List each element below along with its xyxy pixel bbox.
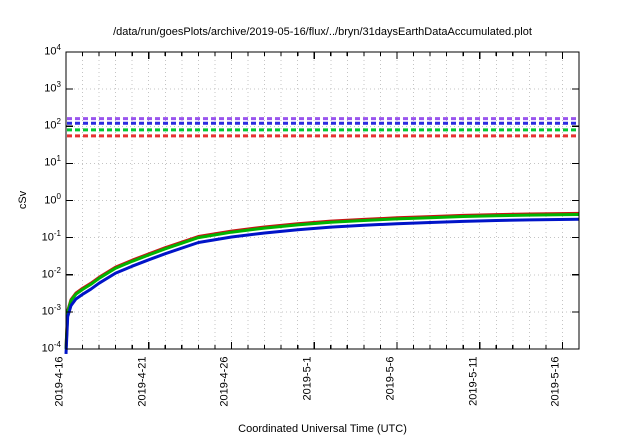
x-tick-label: 2019-4-21: [136, 356, 149, 407]
y-tick-label: 101: [44, 154, 61, 170]
x-tick-label: 2019-4-16: [53, 356, 66, 407]
y-tick-label: 102: [44, 117, 61, 132]
x-tick-label: 2019-4-26: [218, 356, 231, 407]
accumulated-dose-green: [64, 213, 580, 350]
y-axis-label: cSv: [17, 190, 29, 210]
y-tick-label: 10-3: [41, 302, 61, 318]
accumulated-dose-blue: [64, 217, 580, 354]
x-tick-label: 2019-5-1: [301, 356, 314, 401]
x-axis-label: Coordinated Universal Time (UTC): [238, 423, 407, 435]
y-tick-label: 10-1: [41, 228, 61, 244]
plot-title: /data/run/goesPlots/archive/2019-05-16/f…: [113, 26, 532, 38]
x-tick-label: 2019-5-11: [467, 356, 480, 406]
y-tick-label: 10-4: [41, 340, 61, 355]
y-tick-label: 104: [44, 43, 61, 58]
accumulated-dose-red: [64, 211, 580, 348]
y-tick-label: 10-2: [41, 265, 61, 281]
y-tick-label: 103: [44, 80, 61, 95]
x-tick-label: 2019-5-6: [384, 356, 397, 401]
x-tick-label: 2019-5-16: [549, 356, 562, 407]
y-tick-label: 100: [44, 191, 61, 207]
